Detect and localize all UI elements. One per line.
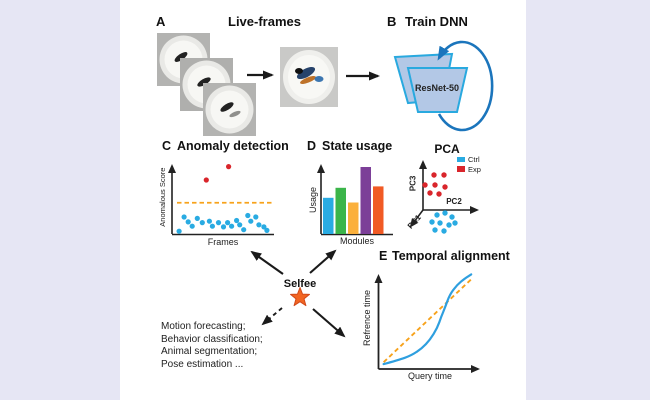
panel-e-title: Temporal alignment [392, 249, 510, 263]
arrow-selfee-to-anomaly [250, 250, 284, 275]
usage-x-axis-label: Modules [339, 236, 375, 246]
annotated-frame [280, 47, 338, 107]
exp-swatch-icon [457, 166, 465, 172]
pca-legend-exp: Exp [457, 165, 481, 174]
anomaly-x-axis-label: Frames [207, 237, 239, 247]
panel-a-title: Live-frames [228, 14, 301, 29]
pca-title: PCA [434, 142, 460, 156]
panel-c-title: Anomaly detection [177, 139, 289, 153]
pca-pc2-label: PC2 [446, 197, 462, 206]
exp-legend-label: Exp [468, 164, 481, 174]
temporal-curves [382, 273, 473, 366]
ctrl-swatch-icon [457, 156, 465, 163]
usage-y-axis-label: Usage [308, 186, 319, 213]
panel-c-label: C [162, 139, 172, 153]
temporal-x-axis-label: Query time [407, 371, 452, 381]
panel-d-label: D [307, 139, 317, 153]
selfee-label: Selfee [283, 278, 317, 290]
application-line: Animal segmentation; [161, 346, 258, 358]
panel-e-label: E [379, 249, 388, 263]
application-line: Motion forecasting; [161, 321, 246, 332]
temporal-y-axis-label: Refrence time [362, 289, 373, 346]
pca-legend-ctrl: Ctrl [457, 155, 480, 164]
anomaly-y-axis-label: Anomalous Score [157, 167, 167, 227]
applications-list: Motion forecasting; Behavior classificat… [161, 321, 263, 372]
panel-b-label: B [387, 14, 397, 29]
anomaly-axes [168, 164, 274, 236]
temporal-axes [374, 274, 480, 373]
panel-a-label: A [156, 14, 166, 29]
mouse-frame-3 [203, 83, 256, 136]
resnet-label: ResNet-50 [414, 83, 460, 93]
anomaly-scatter [176, 164, 273, 234]
arrow-selfee-to-applications-dashed [261, 307, 283, 326]
panel-d-title: State usage [322, 139, 393, 153]
panel-b-title: Train DNN [405, 14, 468, 29]
training-cycle-arrow [437, 40, 494, 132]
pca-pc3-label: PC3 [408, 175, 418, 192]
application-line: Behavior classification; [161, 333, 263, 345]
selfee-star-icon [290, 287, 310, 307]
ctrl-legend-label: Ctrl [468, 155, 480, 164]
application-line: Pose estimation ... [161, 359, 244, 371]
arrow-selfee-to-temporal [312, 308, 346, 338]
resnet-trapezoids [393, 52, 469, 113]
state-usage-axes [317, 164, 393, 236]
pca-scatter [422, 172, 458, 234]
state-usage-bars [323, 167, 384, 234]
arrow-selfee-to-state-usage [309, 249, 337, 274]
